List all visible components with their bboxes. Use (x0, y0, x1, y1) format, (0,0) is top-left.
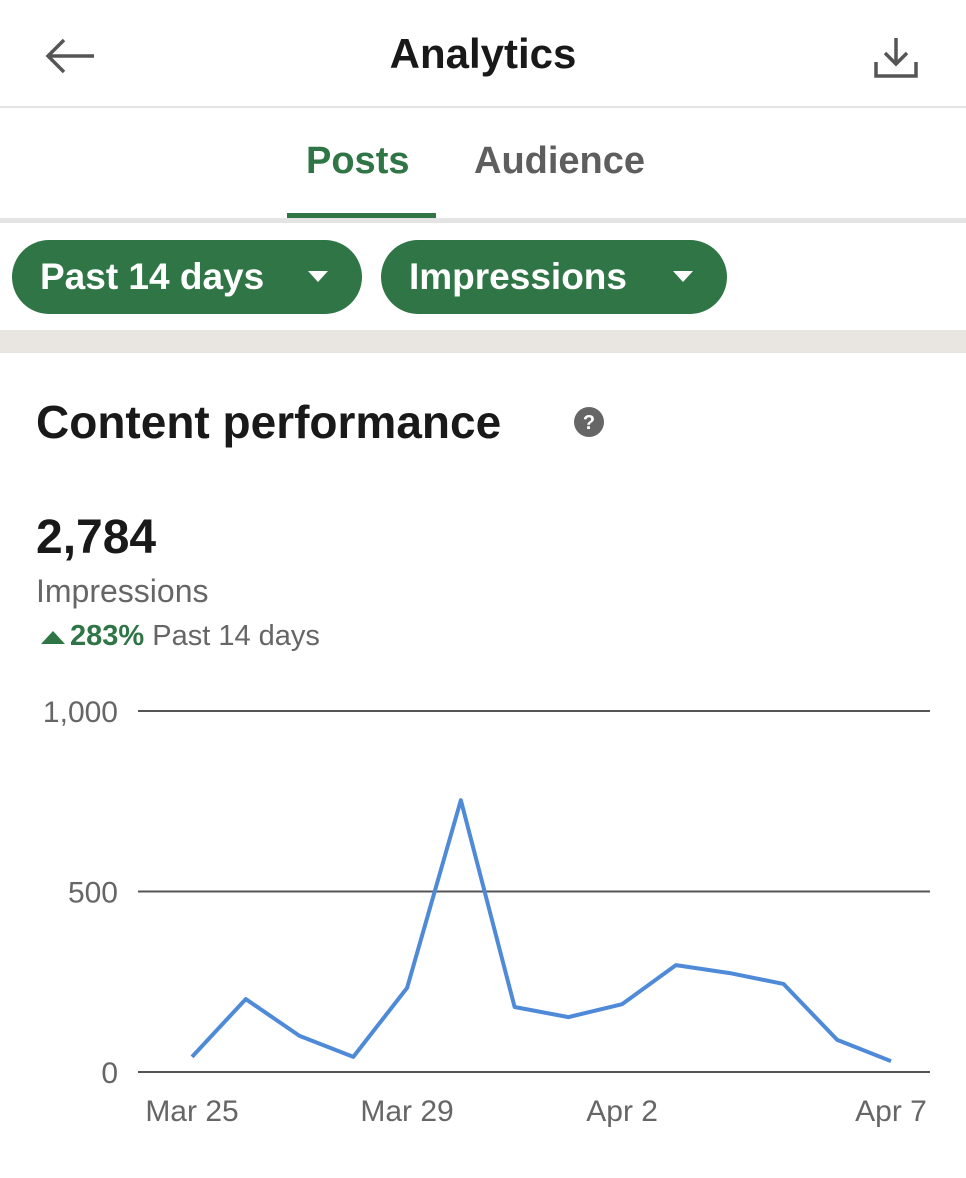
help-icon[interactable]: ? (573, 406, 605, 438)
up-arrow (41, 631, 65, 645)
y-tick-label: 0 (101, 1057, 118, 1090)
filter-label: Past 14 days (40, 256, 265, 297)
change-value: 283% (70, 620, 145, 652)
back-button[interactable] (44, 36, 98, 76)
dropdown-icon (308, 271, 328, 282)
dropdown-icon (673, 271, 693, 282)
section-separator (0, 330, 966, 353)
filter-label: Impressions (409, 256, 627, 297)
x-tick-label: Mar 25 (145, 1095, 238, 1128)
y-tick-label: 500 (68, 877, 118, 910)
divider (0, 106, 966, 108)
header-title: Analytics (389, 30, 577, 77)
summary-value: 2,784 (36, 511, 157, 564)
divider (0, 218, 966, 223)
chart: 0 500 1,000 Mar 25 Mar 29 Apr 2 Apr 7 (43, 696, 930, 1128)
data-line (190, 798, 892, 1064)
download-button[interactable] (872, 36, 920, 80)
y-tick-label: 1,000 (43, 696, 118, 729)
summary-change: 283% Past 14 days (40, 620, 320, 653)
x-tick-label: Apr 2 (586, 1095, 658, 1128)
change-period: Past 14 days (152, 620, 320, 652)
tab-indicator (287, 213, 436, 218)
filter-metric[interactable]: Impressions (381, 240, 727, 314)
section-title: Content performance (36, 396, 502, 448)
summary-label: Impressions (36, 573, 209, 609)
svg-text:?: ? (583, 412, 595, 434)
tab-audience[interactable]: Audience (474, 140, 646, 182)
x-tick-label: Mar 29 (360, 1095, 453, 1128)
filter-period[interactable]: Past 14 days (12, 240, 362, 314)
tab-posts[interactable]: Posts (306, 140, 410, 182)
x-tick-label: Apr 7 (855, 1095, 927, 1128)
